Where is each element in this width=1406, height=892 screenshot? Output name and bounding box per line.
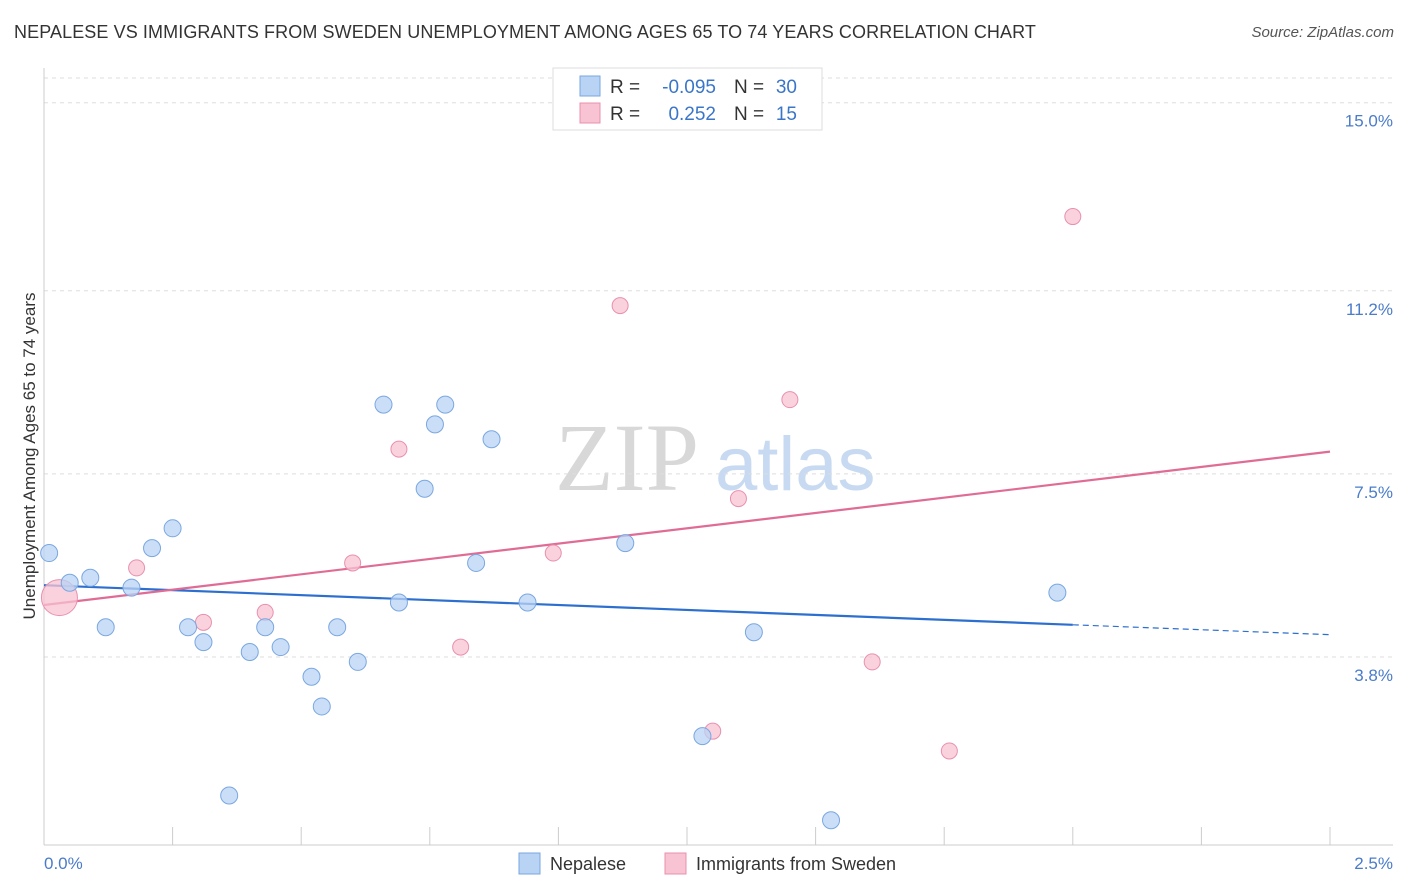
point-nepalese-1 bbox=[60, 573, 79, 592]
point-nepalese-26 bbox=[744, 623, 763, 642]
bottom-legend-swatch-sweden bbox=[664, 852, 687, 875]
point-nepalese-18 bbox=[415, 479, 434, 498]
point-sweden-4 bbox=[344, 554, 362, 572]
point-sweden-3 bbox=[256, 603, 274, 621]
legend-swatch-sweden bbox=[579, 102, 601, 124]
x-tick-label-max: 2.5% bbox=[1354, 854, 1393, 873]
axes bbox=[43, 68, 1393, 846]
point-nepalese-24 bbox=[616, 534, 635, 553]
point-nepalese-6 bbox=[163, 519, 182, 538]
point-nepalese-5 bbox=[143, 539, 162, 558]
point-nepalese-8 bbox=[194, 633, 213, 652]
trend-line-nepalese-extension bbox=[1072, 624, 1331, 636]
trend-line-sweden bbox=[43, 450, 1331, 607]
legend-n-value-2: 15 bbox=[776, 104, 797, 125]
point-nepalese-3 bbox=[96, 618, 115, 637]
correlation-legend: R = -0.095 N = 30 R = 0.252 N = 15 bbox=[552, 67, 823, 131]
point-sweden-10 bbox=[729, 490, 747, 508]
point-nepalese-29 bbox=[220, 786, 239, 805]
y-tick-label-0: 3.8% bbox=[1354, 666, 1393, 685]
bottom-legend-label-nepalese: Nepalese bbox=[550, 854, 626, 874]
chart-source: Source: ZipAtlas.com bbox=[1251, 24, 1394, 41]
legend-n-label-2: N = bbox=[734, 104, 764, 125]
point-sweden-6 bbox=[452, 638, 470, 656]
legend-r-label-1: R = bbox=[610, 77, 640, 98]
series-legend: Nepalese Immigrants from Sweden bbox=[518, 852, 896, 875]
point-nepalese-14 bbox=[328, 618, 347, 637]
point-nepalese-28 bbox=[1048, 583, 1067, 602]
legend-r-label-2: R = bbox=[610, 104, 640, 125]
point-sweden-2 bbox=[194, 613, 212, 631]
point-nepalese-21 bbox=[467, 553, 486, 572]
point-nepalese-13 bbox=[312, 697, 331, 716]
bottom-legend-label-sweden: Immigrants from Sweden bbox=[696, 854, 896, 874]
point-nepalese-9 bbox=[240, 643, 259, 662]
point-nepalese-2 bbox=[81, 568, 100, 587]
point-sweden-5 bbox=[390, 440, 408, 458]
point-sweden-1 bbox=[128, 559, 146, 577]
point-nepalese-20 bbox=[436, 395, 455, 414]
bottom-legend-swatch-nepalese bbox=[518, 852, 541, 875]
legend-r-value-2: 0.252 bbox=[668, 104, 716, 125]
point-sweden-13 bbox=[940, 742, 958, 760]
legend-n-value-1: 30 bbox=[776, 77, 797, 98]
point-sweden-12 bbox=[863, 653, 881, 671]
x-tick-label-min: 0.0% bbox=[44, 854, 83, 873]
point-nepalese-4 bbox=[122, 578, 141, 597]
chart-title: NEPALESE VS IMMIGRANTS FROM SWEDEN UNEMP… bbox=[14, 22, 1036, 42]
legend-swatch-nepalese bbox=[579, 75, 601, 97]
point-nepalese-19 bbox=[425, 415, 444, 434]
point-sweden-14 bbox=[1064, 208, 1082, 226]
data-points bbox=[40, 208, 1082, 830]
point-nepalese-27 bbox=[822, 811, 841, 830]
point-sweden-8 bbox=[611, 297, 629, 315]
y-axis-label: Unemployment Among Ages 65 to 74 years bbox=[20, 293, 39, 620]
point-nepalese-12 bbox=[302, 667, 321, 686]
trend-lines bbox=[43, 450, 1331, 636]
y-tick-label-2: 11.2% bbox=[1346, 300, 1393, 319]
y-tick-label-1: 7.5% bbox=[1354, 483, 1393, 502]
y-tick-label-3: 15.0% bbox=[1345, 112, 1393, 131]
point-nepalese-25 bbox=[693, 727, 712, 746]
point-nepalese-15 bbox=[348, 652, 367, 671]
trend-line-nepalese bbox=[43, 584, 1073, 626]
legend-r-value-1: -0.095 bbox=[662, 77, 716, 98]
point-nepalese-0 bbox=[40, 544, 59, 563]
grid-lines bbox=[44, 77, 1393, 658]
point-sweden-7 bbox=[544, 544, 562, 562]
y-tick-labels: 3.8% 7.5% 11.2% 15.0% bbox=[1345, 112, 1393, 685]
point-nepalese-7 bbox=[179, 618, 198, 637]
point-nepalese-17 bbox=[389, 593, 408, 612]
point-nepalese-10 bbox=[256, 618, 275, 637]
point-nepalese-11 bbox=[271, 638, 290, 657]
watermark-zip: ZIP bbox=[555, 404, 699, 511]
legend-n-label-1: N = bbox=[734, 77, 764, 98]
point-sweden-11 bbox=[781, 391, 799, 409]
point-nepalese-16 bbox=[374, 395, 393, 414]
point-nepalese-23 bbox=[518, 593, 537, 612]
point-nepalese-22 bbox=[482, 430, 501, 449]
